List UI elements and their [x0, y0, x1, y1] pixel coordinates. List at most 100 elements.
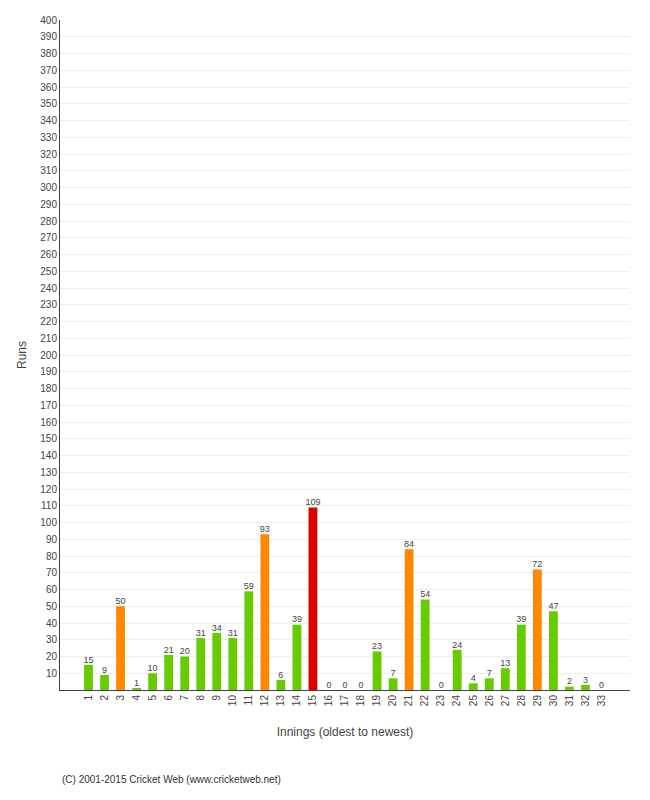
- svg-text:0: 0: [599, 680, 604, 690]
- svg-text:4: 4: [131, 695, 142, 701]
- svg-text:180: 180: [40, 383, 57, 394]
- svg-text:15: 15: [83, 655, 93, 665]
- svg-text:20: 20: [180, 646, 190, 656]
- svg-text:1: 1: [83, 695, 94, 701]
- svg-text:17: 17: [339, 695, 350, 707]
- svg-text:(C) 2001-2015 Cricket Web (www: (C) 2001-2015 Cricket Web (www.cricketwe…: [62, 774, 281, 785]
- svg-text:260: 260: [40, 249, 57, 260]
- svg-text:150: 150: [40, 433, 57, 444]
- svg-text:25: 25: [468, 695, 479, 707]
- svg-text:220: 220: [40, 316, 57, 327]
- svg-text:84: 84: [404, 539, 414, 549]
- svg-text:380: 380: [40, 48, 57, 59]
- svg-text:360: 360: [40, 82, 57, 93]
- svg-text:270: 270: [40, 232, 57, 243]
- svg-text:93: 93: [260, 524, 270, 534]
- svg-text:5: 5: [147, 695, 158, 701]
- svg-text:Innings (oldest to newest): Innings (oldest to newest): [277, 725, 414, 739]
- svg-text:23: 23: [372, 641, 382, 651]
- svg-text:50: 50: [116, 596, 126, 606]
- svg-text:30: 30: [46, 634, 58, 645]
- svg-text:31: 31: [564, 695, 575, 707]
- svg-text:28: 28: [516, 695, 527, 707]
- svg-text:400: 400: [40, 15, 57, 26]
- svg-text:39: 39: [292, 614, 302, 624]
- svg-text:14: 14: [291, 695, 302, 707]
- svg-text:24: 24: [452, 640, 462, 650]
- svg-text:21: 21: [403, 695, 414, 707]
- svg-text:109: 109: [305, 497, 320, 507]
- svg-text:0: 0: [342, 680, 347, 690]
- svg-text:8: 8: [195, 695, 206, 701]
- svg-text:1: 1: [134, 678, 139, 688]
- svg-text:40: 40: [46, 618, 58, 629]
- svg-text:23: 23: [435, 695, 446, 707]
- svg-text:210: 210: [40, 333, 57, 344]
- svg-text:290: 290: [40, 199, 57, 210]
- svg-text:30: 30: [548, 695, 559, 707]
- svg-text:200: 200: [40, 350, 57, 361]
- svg-text:6: 6: [163, 695, 174, 701]
- svg-text:19: 19: [371, 695, 382, 707]
- svg-text:10: 10: [148, 663, 158, 673]
- svg-text:11: 11: [243, 695, 254, 706]
- svg-text:340: 340: [40, 115, 57, 126]
- svg-text:330: 330: [40, 132, 57, 143]
- svg-text:20: 20: [387, 695, 398, 707]
- svg-text:7: 7: [179, 695, 190, 701]
- svg-text:240: 240: [40, 283, 57, 294]
- svg-text:13: 13: [500, 658, 510, 668]
- svg-text:31: 31: [228, 628, 238, 638]
- svg-text:370: 370: [40, 65, 57, 76]
- svg-text:3: 3: [583, 675, 588, 685]
- svg-text:9: 9: [102, 665, 107, 675]
- svg-text:59: 59: [244, 581, 254, 591]
- svg-text:12: 12: [259, 695, 270, 707]
- svg-text:33: 33: [596, 695, 607, 707]
- svg-text:0: 0: [439, 680, 444, 690]
- svg-text:0: 0: [326, 680, 331, 690]
- svg-text:39: 39: [516, 614, 526, 624]
- svg-text:80: 80: [46, 551, 58, 562]
- svg-text:280: 280: [40, 216, 57, 227]
- svg-text:230: 230: [40, 299, 57, 310]
- svg-text:130: 130: [40, 467, 57, 478]
- svg-text:7: 7: [487, 668, 492, 678]
- svg-text:140: 140: [40, 450, 57, 461]
- svg-text:0: 0: [359, 680, 364, 690]
- svg-text:190: 190: [40, 366, 57, 377]
- svg-text:10: 10: [46, 668, 58, 679]
- svg-text:90: 90: [46, 534, 58, 545]
- svg-text:26: 26: [484, 695, 495, 707]
- svg-text:2: 2: [99, 695, 110, 701]
- svg-text:10: 10: [227, 695, 238, 707]
- svg-text:60: 60: [46, 584, 58, 595]
- svg-text:6: 6: [278, 670, 283, 680]
- svg-text:15: 15: [307, 695, 318, 707]
- svg-text:54: 54: [420, 589, 430, 599]
- svg-text:27: 27: [500, 695, 511, 707]
- svg-text:100: 100: [40, 517, 57, 528]
- svg-text:29: 29: [532, 695, 543, 707]
- svg-text:9: 9: [211, 695, 222, 701]
- svg-text:34: 34: [212, 623, 222, 633]
- svg-text:2: 2: [567, 676, 572, 686]
- svg-text:120: 120: [40, 484, 57, 495]
- svg-text:13: 13: [275, 695, 286, 707]
- svg-text:32: 32: [580, 695, 591, 707]
- svg-text:22: 22: [419, 695, 430, 707]
- svg-text:21: 21: [164, 645, 174, 655]
- svg-text:18: 18: [355, 695, 366, 707]
- svg-text:16: 16: [323, 695, 334, 707]
- svg-text:4: 4: [471, 673, 476, 683]
- svg-text:390: 390: [40, 31, 57, 42]
- svg-text:50: 50: [46, 601, 58, 612]
- svg-text:7: 7: [391, 668, 396, 678]
- svg-text:160: 160: [40, 417, 57, 428]
- svg-text:320: 320: [40, 149, 57, 160]
- svg-text:24: 24: [451, 695, 462, 707]
- svg-text:3: 3: [115, 695, 126, 701]
- svg-text:310: 310: [40, 165, 57, 176]
- svg-text:250: 250: [40, 266, 57, 277]
- svg-text:110: 110: [41, 500, 57, 511]
